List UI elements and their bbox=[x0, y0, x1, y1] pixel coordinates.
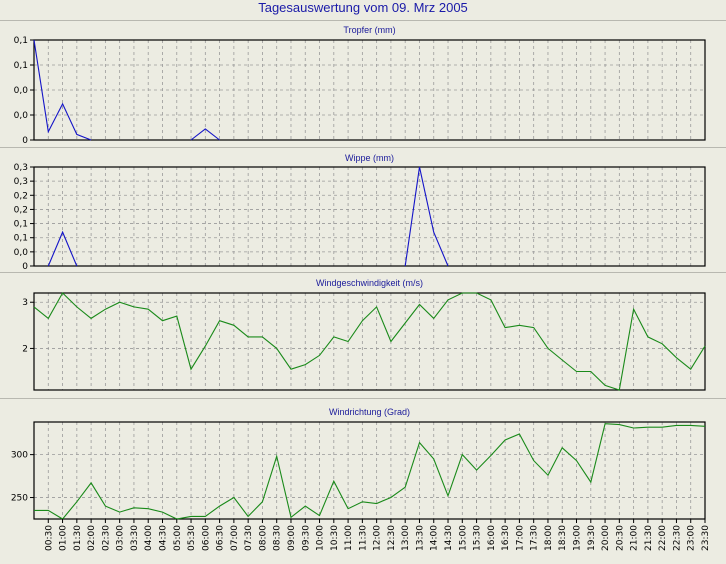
x-tick-label: 19:00 bbox=[573, 525, 583, 551]
y-tick-label: 0,0 bbox=[14, 111, 29, 121]
series-line bbox=[33, 292, 706, 391]
x-tick-label: 05:00 bbox=[173, 525, 183, 551]
x-tick-label: 22:00 bbox=[658, 525, 668, 551]
panel-divider bbox=[0, 398, 726, 399]
x-tick-label: 06:00 bbox=[201, 525, 211, 551]
panel-divider bbox=[0, 147, 726, 148]
chart-panel: Wippe (mm) 0 0,0 0,1 0,1 0,2 0,2 0,3 0,3 bbox=[14, 153, 706, 272]
y-tick-label: 0,3 bbox=[14, 177, 28, 187]
x-tick-label: 16:30 bbox=[501, 525, 511, 551]
x-tick-label: 10:00 bbox=[316, 525, 326, 551]
x-tick-label: 20:30 bbox=[615, 525, 625, 551]
x-tick-label: 09:00 bbox=[287, 525, 297, 551]
panel-title: Wippe (mm) bbox=[345, 153, 394, 163]
x-tick-label: 03:30 bbox=[130, 525, 140, 551]
x-tick-label: 22:30 bbox=[672, 525, 682, 551]
x-tick-label: 10:30 bbox=[330, 525, 340, 551]
x-tick-label: 19:30 bbox=[587, 525, 597, 551]
series-line bbox=[404, 166, 449, 267]
x-tick-label: 11:30 bbox=[358, 525, 368, 551]
panel-divider bbox=[0, 272, 726, 273]
y-tick-label: 300 bbox=[11, 451, 28, 461]
x-tick-label: 06:30 bbox=[216, 525, 226, 551]
x-tick-label: 21:00 bbox=[630, 525, 640, 551]
chart-panel: Windgeschwindigkeit (m/s) 2 3 bbox=[22, 278, 706, 391]
y-tick-label: 0,1 bbox=[14, 61, 28, 71]
series-line bbox=[34, 423, 706, 520]
x-tick-label: 15:00 bbox=[458, 525, 468, 551]
x-tick-label: 12:00 bbox=[373, 525, 383, 551]
y-tick-label: 2 bbox=[22, 344, 28, 354]
plot-area bbox=[34, 422, 705, 519]
panel-divider bbox=[0, 20, 726, 21]
y-tick-label: 0,3 bbox=[14, 163, 28, 173]
x-tick-label: 07:30 bbox=[244, 525, 254, 551]
y-tick-label: 0 bbox=[22, 136, 28, 146]
x-tick-label: 14:00 bbox=[430, 525, 440, 551]
chart-main-title: Tagesauswertung vom 09. Mrz 2005 bbox=[258, 0, 468, 15]
x-tick-label: 04:00 bbox=[144, 525, 154, 551]
series-line bbox=[33, 39, 92, 141]
x-tick-label: 23:00 bbox=[687, 525, 697, 551]
x-tick-label: 23:30 bbox=[701, 525, 711, 551]
y-tick-label: 0,1 bbox=[14, 220, 28, 230]
x-tick-label: 02:00 bbox=[87, 525, 97, 551]
x-tick-label: 02:30 bbox=[101, 525, 111, 551]
plot-frame bbox=[33, 39, 706, 141]
chart-panel: Tropfer (mm) 0 0,0 0,0 0,1 0,1 bbox=[14, 25, 706, 146]
x-tick-label: 13:00 bbox=[401, 525, 411, 551]
x-tick-label: 15:30 bbox=[473, 525, 483, 551]
y-tick-label: 0,2 bbox=[14, 191, 28, 201]
x-tick-label: 12:30 bbox=[387, 525, 397, 551]
y-tick-label: 0,0 bbox=[14, 86, 29, 96]
panel-title: Tropfer (mm) bbox=[343, 25, 395, 35]
series-line bbox=[190, 128, 220, 141]
x-tick-label: 20:00 bbox=[601, 525, 611, 551]
chart-panel: Windrichtung (Grad) 250 300 00:30 01:00 01:30… bbox=[11, 407, 711, 551]
y-tick-label: 250 bbox=[11, 494, 28, 504]
x-tick-label: 03:00 bbox=[116, 525, 126, 551]
plot-area bbox=[34, 167, 705, 266]
x-tick-label: 18:00 bbox=[544, 525, 554, 551]
y-tick-label: 0,0 bbox=[14, 248, 29, 258]
plot-frame bbox=[33, 292, 706, 391]
x-tick-label: 05:30 bbox=[187, 525, 197, 551]
y-tick-label: 0,1 bbox=[14, 234, 28, 244]
x-tick-label: 01:30 bbox=[73, 525, 83, 551]
x-tick-label: 14:30 bbox=[444, 525, 454, 551]
x-tick-label: 13:30 bbox=[416, 525, 426, 551]
x-tick-label: 08:00 bbox=[258, 525, 268, 551]
y-tick-label: 0 bbox=[22, 262, 28, 272]
x-tick-label: 21:30 bbox=[644, 525, 654, 551]
x-tick-label: 16:00 bbox=[487, 525, 497, 551]
panel-title: Windrichtung (Grad) bbox=[329, 407, 410, 417]
x-tick-label: 00:30 bbox=[44, 525, 54, 551]
plot-frame bbox=[33, 166, 706, 267]
series-line bbox=[47, 230, 78, 267]
x-tick-label: 17:30 bbox=[530, 525, 540, 551]
x-tick-label: 18:30 bbox=[558, 525, 568, 551]
x-tick-label: 04:30 bbox=[159, 525, 169, 551]
x-tick-label: 09:30 bbox=[301, 525, 311, 551]
x-tick-label: 01:00 bbox=[59, 525, 69, 551]
x-tick-label: 17:00 bbox=[515, 525, 525, 551]
panel-title: Windgeschwindigkeit (m/s) bbox=[316, 278, 423, 288]
x-tick-label: 11:00 bbox=[344, 525, 354, 551]
y-tick-label: 0,1 bbox=[14, 36, 28, 46]
y-tick-label: 0,2 bbox=[14, 205, 28, 215]
plot-frame bbox=[33, 421, 706, 520]
x-tick-label: 07:00 bbox=[230, 525, 240, 551]
y-tick-label: 3 bbox=[22, 298, 28, 308]
x-tick-label: 08:30 bbox=[273, 525, 283, 551]
